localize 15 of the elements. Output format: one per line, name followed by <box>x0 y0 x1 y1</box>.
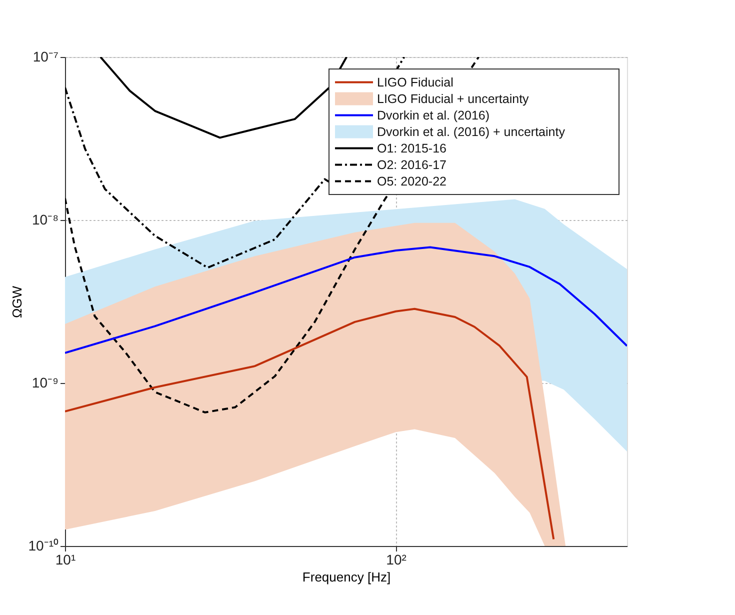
y-tick-label: 10⁻⁷ <box>32 48 58 64</box>
legend-label: Dvorkin et al. (2016) + uncertainty <box>377 124 566 139</box>
y-tick-label: 10⁻⁹ <box>32 374 58 390</box>
y-tick-label: 10⁻⁸ <box>32 212 59 228</box>
y-axis-title: ΩGW <box>9 285 24 318</box>
legend-label: Dvorkin et al. (2016) <box>377 108 490 122</box>
x-axis-title: Frequency [Hz] <box>302 570 391 584</box>
legend-label: O1: 2015-16 <box>377 141 447 156</box>
x-tick-label: 10¹ <box>55 552 76 568</box>
x-tick-label: 10² <box>386 552 407 568</box>
y-tick-label: 10⁻¹⁰ <box>28 538 58 554</box>
legend-label: O5: 2020-22 <box>377 174 447 188</box>
legend-label: LIGO Fiducial + uncertainty <box>377 92 530 106</box>
legend-label: O2: 2016-17 <box>377 158 447 172</box>
legend-label: LIGO Fiducial <box>377 75 454 90</box>
